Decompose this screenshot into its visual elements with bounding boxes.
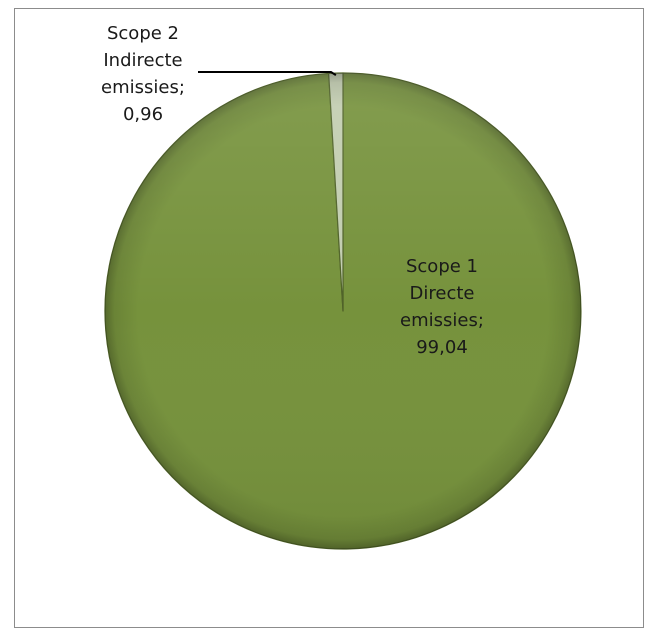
pie-shading bbox=[105, 73, 581, 549]
data-label-line: Scope 2 bbox=[107, 23, 179, 44]
data-label-line: Scope 1 bbox=[406, 256, 478, 277]
data-label-line: Indirecte bbox=[103, 50, 182, 71]
pie-sheen bbox=[105, 73, 581, 549]
leader-line-slice-2 bbox=[198, 71, 337, 76]
data-labels: Scope 1 Directe emissies; 99,04 Scope 2 Indir… bbox=[101, 23, 484, 358]
data-label-slice-1: Scope 1 Directe emissies; 99,04 bbox=[400, 256, 484, 358]
data-label-line: 0,96 bbox=[123, 104, 163, 125]
leader-lines bbox=[198, 71, 337, 76]
data-label-line: emissies; bbox=[101, 77, 185, 98]
pie-chart: Scope 1 Directe emissies; 99,04 Scope 2 Indir… bbox=[101, 23, 582, 550]
data-label-line: Directe bbox=[410, 283, 475, 304]
data-label-line: 99,04 bbox=[416, 337, 468, 358]
data-label-slice-2: Scope 2 Indirecte emissies; 0,96 bbox=[101, 23, 185, 125]
data-label-line: emissies; bbox=[400, 310, 484, 331]
